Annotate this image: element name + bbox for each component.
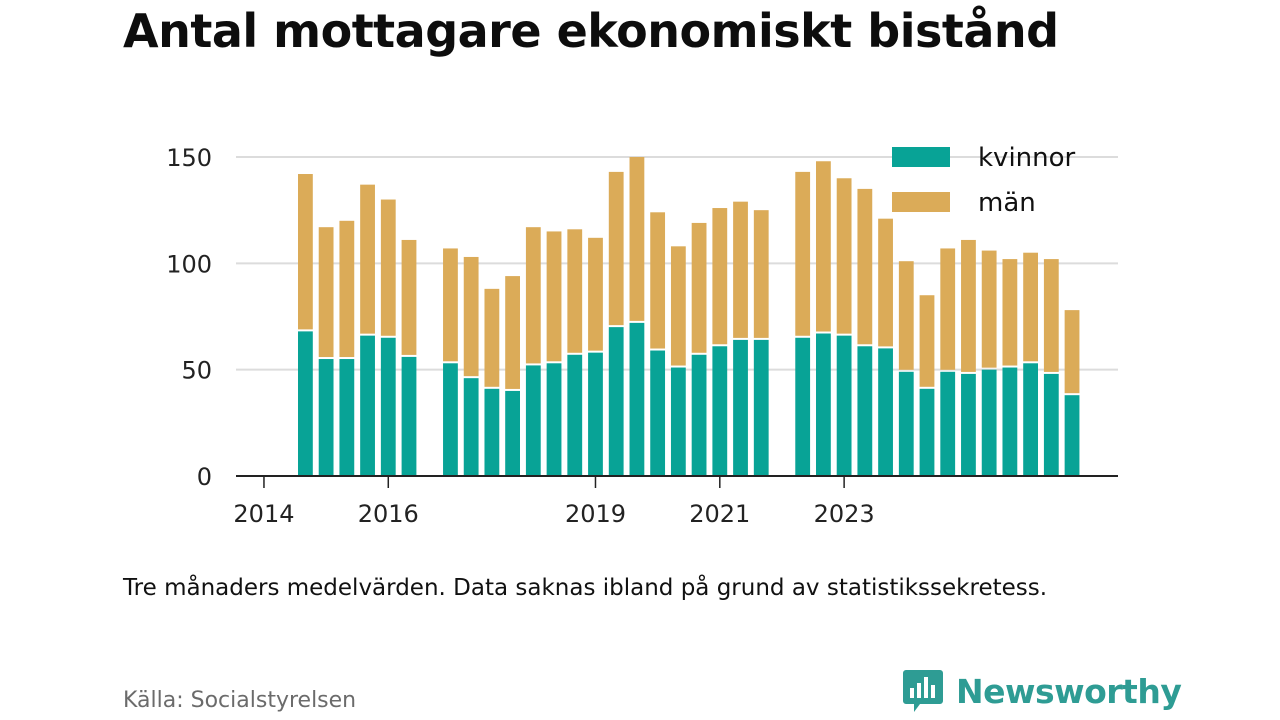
bar-kvinnor [670,367,686,476]
bar-man [961,239,976,372]
bar-man [298,174,313,330]
chart-title: Antal mottagare ekonomiskt bistånd [123,4,1059,58]
bar-man [753,210,769,338]
bar-kvinnor [836,335,852,476]
legend-label: kvinnor [978,143,1076,173]
bar-man [484,288,500,387]
bar-kvinnor [505,390,520,476]
source-label: Källa: Socialstyrelsen [123,688,357,713]
bar-kvinnor [484,388,500,476]
bar-kvinnor [360,335,375,476]
bar-kvinnor [567,354,583,476]
bar-kvinnor [981,369,997,476]
bar-man [857,188,873,345]
bar-man [650,212,666,349]
brand-logo[interactable]: Newsworthy [902,668,1182,714]
bar-kvinnor [588,352,603,476]
bar-man [339,220,355,358]
bar-man [629,157,645,321]
bar-man [401,239,417,355]
bar-man [712,208,728,345]
bar-kvinnor [753,339,769,476]
x-tick-label: 2014 [233,500,294,528]
bar-kvinnor [940,371,956,476]
bar-man [836,178,852,334]
y-tick-label: 50 [181,357,212,385]
bar-kvinnor [546,363,562,476]
bar-kvinnor [1064,395,1080,476]
newsworthy-logo-icon [903,670,943,712]
stacked-bar-chart: 0 50 100 150 2014 2016 2019 2021 2023 kvinnor män [166,143,1118,528]
legend-swatch [892,147,950,167]
bar-man [525,227,541,364]
bar-man [463,256,479,377]
bar-kvinnor [401,356,417,476]
x-tick-label: 2023 [814,500,875,528]
bar-kvinnor [898,371,914,476]
bar-man [981,250,997,368]
bar-man [1064,310,1080,394]
bar-kvinnor [525,365,541,476]
y-tick-label: 0 [197,463,212,491]
bar-man [443,248,458,362]
bar-man [816,161,831,332]
bar-kvinnor [733,339,748,476]
legend-swatch [892,192,950,212]
bar-kvinnor [919,388,935,476]
bar-kvinnor [857,346,873,476]
chart-note: Tre månaders medelvärden. Data saknas ib… [123,575,1048,601]
bar-kvinnor [1023,363,1038,476]
legend: kvinnor män [892,143,1076,218]
bar-kvinnor [463,378,479,476]
bar-kvinnor [712,346,728,476]
bar-man [733,201,748,338]
bar-man [546,231,562,362]
bar-kvinnor [816,333,831,476]
bar-man [318,227,334,358]
bar-man [567,229,583,353]
bar-man [919,295,935,387]
bar-man [878,218,893,347]
bar-kvinnor [878,348,893,476]
y-tick-label: 150 [166,144,212,172]
bar-kvinnor [1043,373,1059,476]
bar-man [505,276,520,389]
bar-man [1002,259,1018,366]
bar-man [588,237,603,351]
axes: 0 50 100 150 2014 2016 2019 2021 2023 [166,144,1118,528]
bar-man [691,222,707,353]
bar-kvinnor [380,337,396,476]
bar-kvinnor [650,350,666,476]
legend-label: män [978,188,1036,218]
x-tick-label: 2019 [565,500,626,528]
x-tick-label: 2016 [358,500,419,528]
bar-man [795,171,811,336]
bar-kvinnor [318,359,334,476]
bar-kvinnor [795,337,811,476]
brand-name: Newsworthy [956,671,1182,711]
bar-kvinnor [629,322,645,476]
bar-kvinnor [298,331,313,476]
bar-kvinnor [443,363,458,476]
bar-man [380,199,396,336]
bar-kvinnor [961,373,976,476]
x-tick-label: 2021 [689,500,750,528]
bar-kvinnor [608,327,624,476]
bar-kvinnor [339,359,355,476]
bar-man [940,248,956,370]
bar-man [670,246,686,366]
bar-man [898,261,914,370]
bars [298,157,1080,476]
bar-man [1043,259,1059,372]
bar-kvinnor [691,354,707,476]
bar-man [608,171,624,326]
y-tick-label: 100 [166,250,212,278]
bar-man [1023,252,1038,362]
bar-man [360,184,375,334]
bar-kvinnor [1002,367,1018,476]
